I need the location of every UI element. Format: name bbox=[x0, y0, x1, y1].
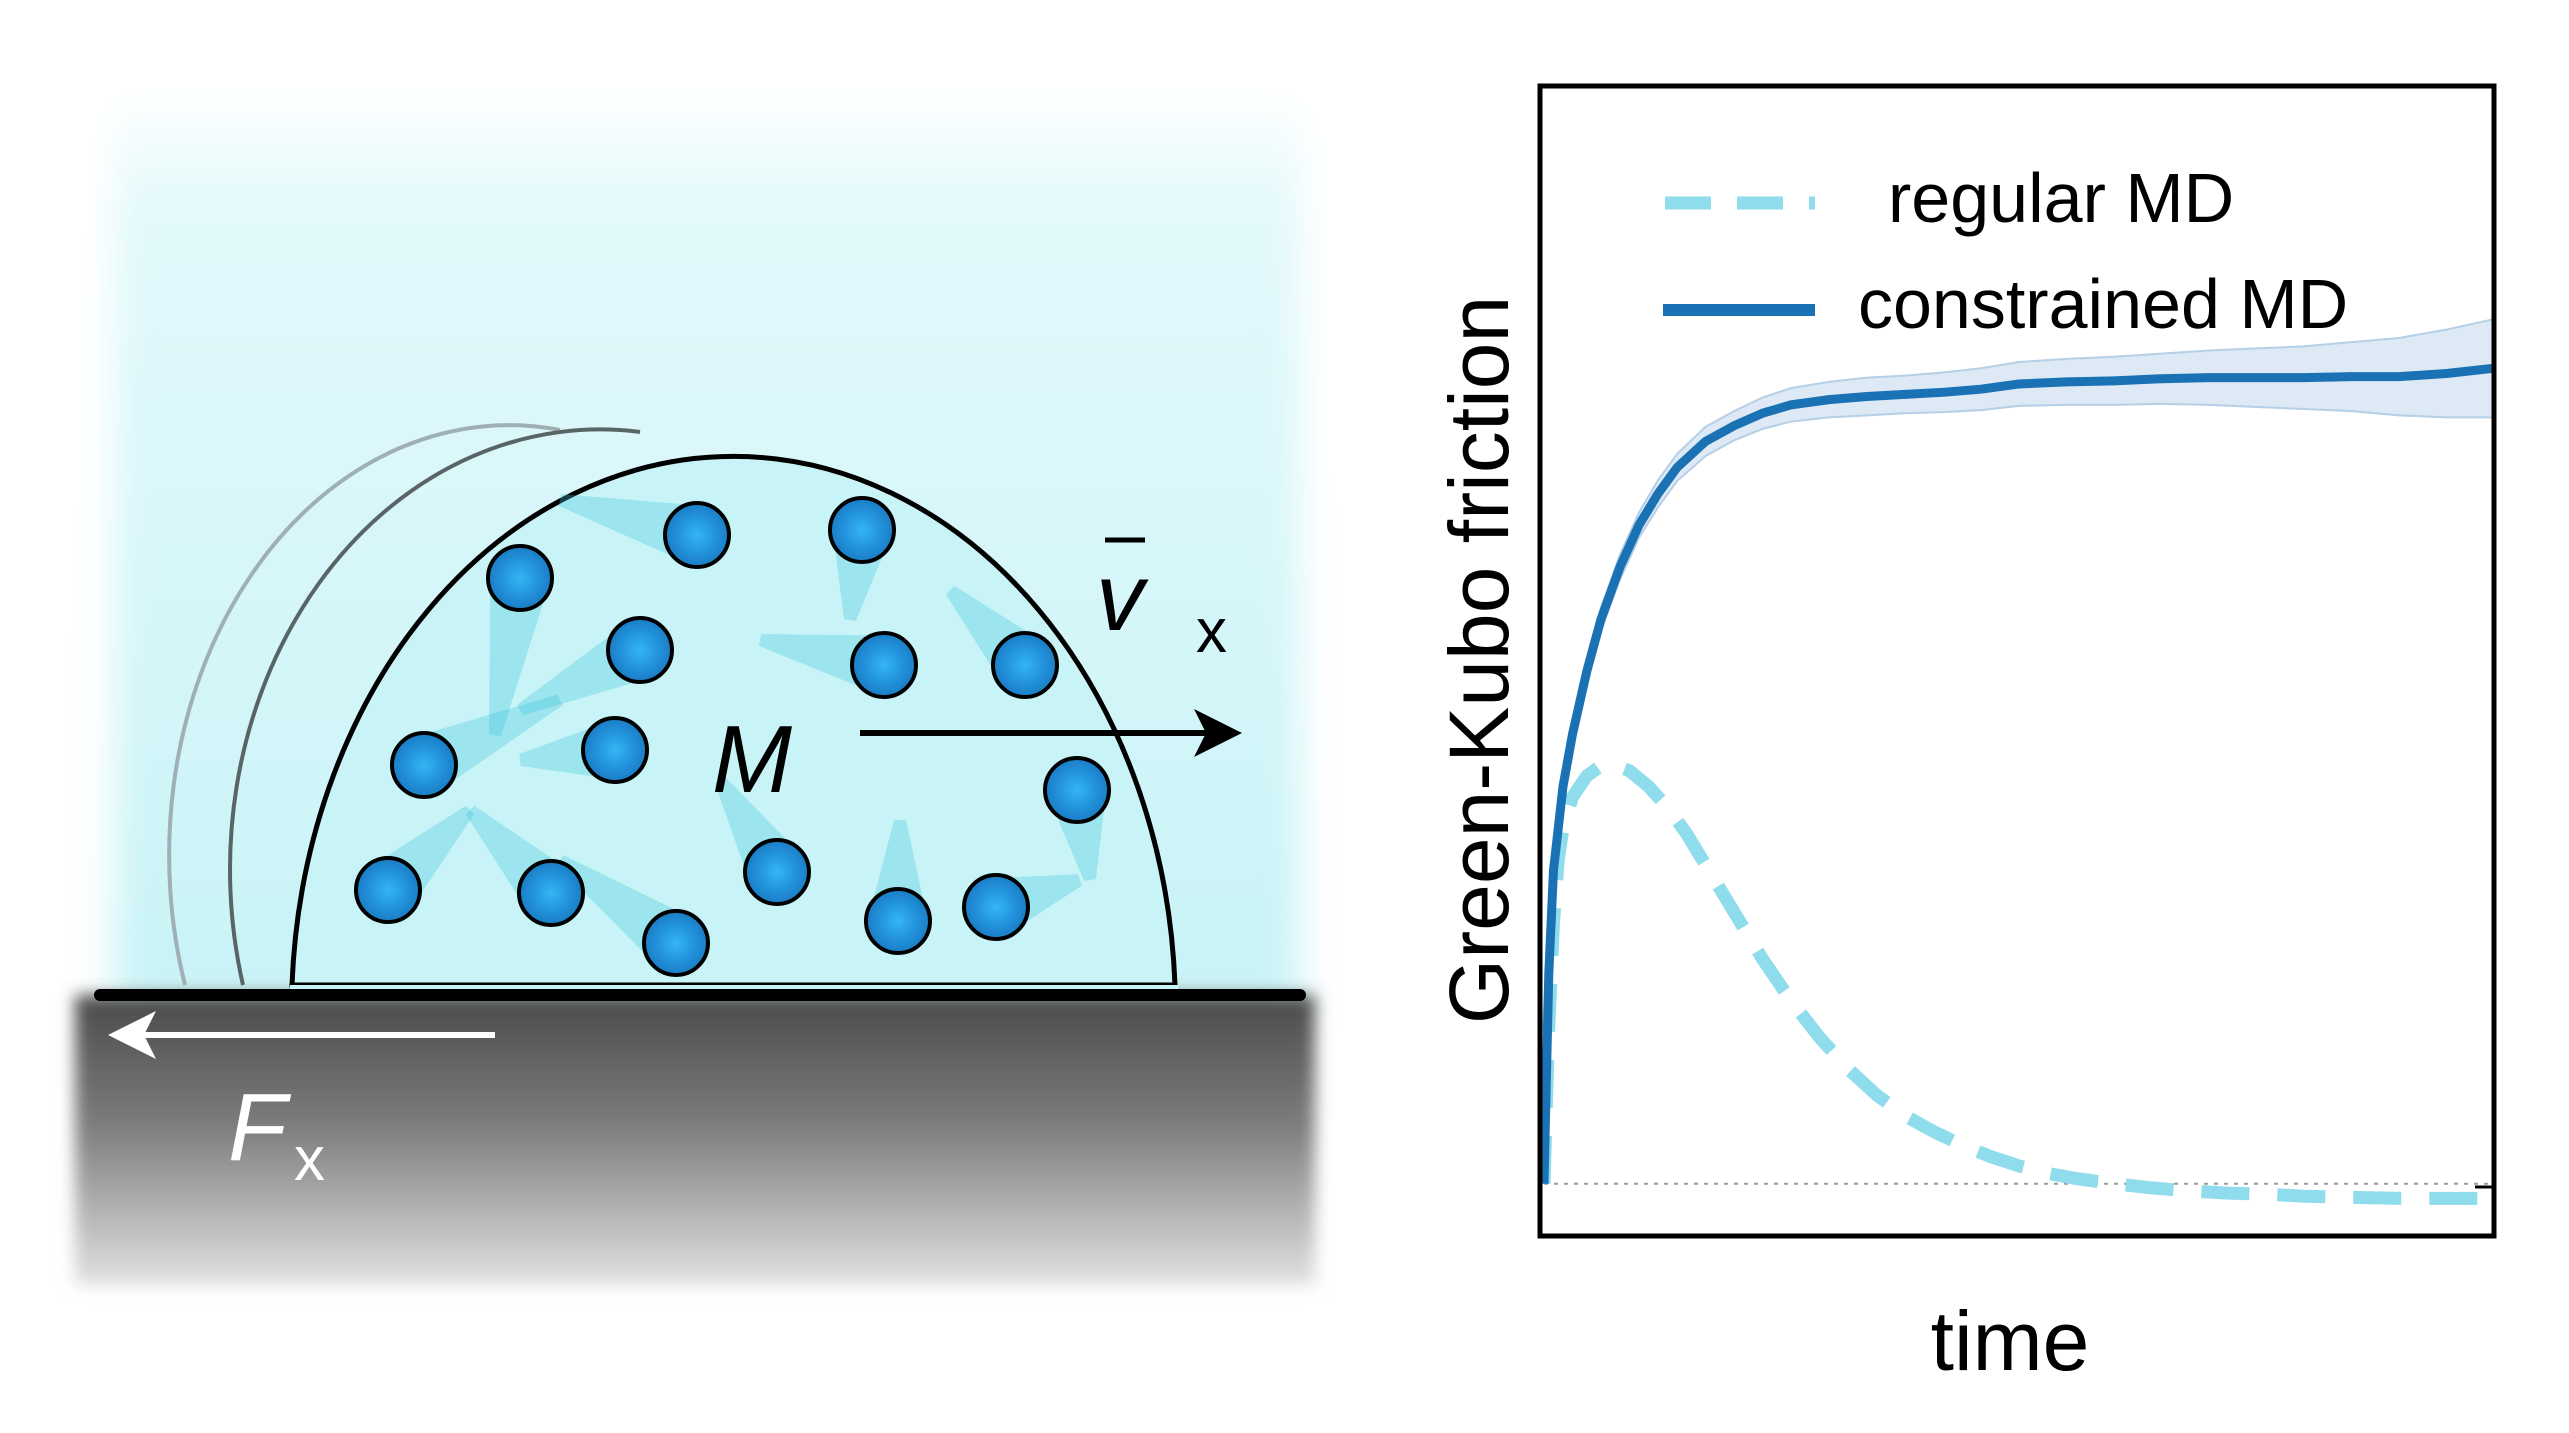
particle bbox=[663, 501, 731, 569]
plot-frame bbox=[1537, 83, 2497, 1239]
legend-label-constrained-md: constrained MD bbox=[1858, 265, 2348, 343]
particle bbox=[390, 731, 458, 799]
motion-ghost-arc-1 bbox=[167, 423, 561, 986]
plot-area bbox=[1540, 318, 2494, 1205]
velocity-symbol: v bbox=[1096, 544, 1149, 651]
particles bbox=[354, 496, 1111, 977]
particle bbox=[486, 544, 554, 612]
mass-label: M bbox=[712, 706, 792, 813]
particle bbox=[828, 496, 896, 564]
particle bbox=[1043, 756, 1111, 824]
velocity-subscript: x bbox=[1196, 597, 1227, 666]
particle bbox=[642, 909, 710, 977]
particle bbox=[864, 887, 932, 955]
schematic-panel: M v x F x bbox=[75, 90, 1315, 1285]
particle bbox=[581, 716, 649, 784]
force-symbol: F bbox=[228, 1074, 292, 1181]
motion-ghost-arc-2 bbox=[228, 427, 641, 986]
particle bbox=[962, 873, 1030, 941]
uncertainty-bands bbox=[1543, 318, 2494, 1184]
legend-label-regular-md: regular MD bbox=[1888, 159, 2234, 237]
legend: regular MD constrained MD bbox=[1663, 159, 2348, 343]
particle bbox=[991, 631, 1059, 699]
particle-trail bbox=[489, 573, 550, 736]
series-lines bbox=[1540, 363, 2494, 1205]
particle bbox=[850, 631, 918, 699]
substrate-block bbox=[75, 995, 1315, 1285]
particle bbox=[743, 838, 811, 906]
particle bbox=[606, 616, 674, 684]
y-axis-label: Green-Kubo friction bbox=[1432, 296, 1526, 1024]
series-line-regular-md bbox=[1540, 759, 2494, 1205]
force-label: F x bbox=[228, 1074, 325, 1194]
velocity-label: v x bbox=[1096, 537, 1227, 666]
particle bbox=[517, 859, 585, 927]
series-line-constrained-md bbox=[1540, 363, 2494, 1184]
series-band-constrained-md bbox=[1543, 318, 2494, 1184]
force-subscript: x bbox=[294, 1125, 325, 1194]
x-axis-label: time bbox=[1931, 1294, 2090, 1388]
chart-panel: time Green-Kubo friction regular MD cons… bbox=[1432, 83, 2497, 1388]
particle bbox=[354, 856, 422, 924]
